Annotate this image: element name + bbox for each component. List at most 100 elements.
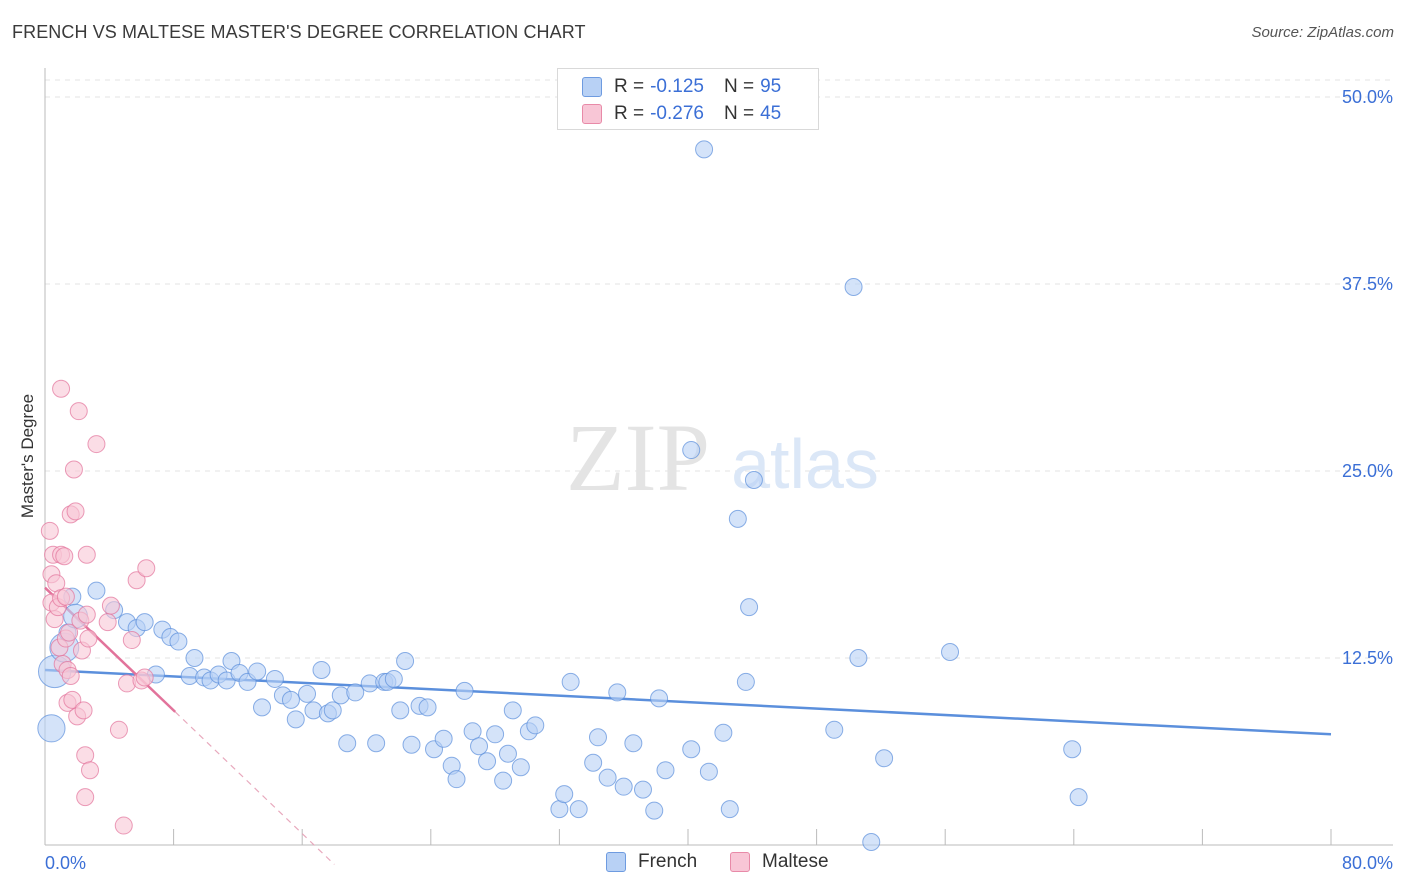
french-point xyxy=(498,744,517,763)
maltese-point xyxy=(76,788,95,807)
french-point xyxy=(486,725,505,744)
french-point xyxy=(744,470,763,489)
french-trend-line xyxy=(44,668,1332,736)
french-point xyxy=(844,277,863,296)
chart-title: FRENCH VS MALTESE MASTER'S DEGREE CORREL… xyxy=(12,22,586,42)
french-point xyxy=(338,734,357,753)
maltese-point xyxy=(76,746,95,765)
french-point xyxy=(1063,740,1082,759)
maltese-point xyxy=(137,559,156,578)
french-point xyxy=(418,698,437,717)
maltese-point xyxy=(77,605,96,624)
french-point xyxy=(728,509,747,528)
french-point xyxy=(298,684,317,703)
legend-n-label: N = xyxy=(723,103,755,124)
french-point xyxy=(588,728,607,747)
french-point xyxy=(402,735,421,754)
stats-legend: R = -0.125 N = 95 R = -0.276 N = 45 xyxy=(557,68,819,130)
legend-label-maltese: Maltese xyxy=(762,851,829,872)
maltese-point xyxy=(77,545,96,564)
y-tick-label: 25.0% xyxy=(1342,461,1393,481)
source-label: Source: ZipAtlas.com xyxy=(1251,24,1394,41)
french-point xyxy=(695,140,714,159)
french-point xyxy=(503,701,522,720)
maltese-point xyxy=(61,666,80,685)
french-points xyxy=(37,140,1088,852)
french-point xyxy=(312,660,331,679)
legend-swatch-french xyxy=(606,852,626,872)
french-point xyxy=(447,770,466,789)
french-point xyxy=(135,613,154,632)
maltese-point xyxy=(52,379,71,398)
french-point xyxy=(281,690,300,709)
french-point xyxy=(434,729,453,748)
french-point xyxy=(391,701,410,720)
maltese-point xyxy=(98,613,117,632)
french-point xyxy=(656,761,675,780)
x-tick-label-max: 80.0% xyxy=(1342,853,1393,873)
french-point xyxy=(185,649,204,667)
french-point xyxy=(396,651,415,670)
french-point xyxy=(470,737,489,756)
legend-swatch-french xyxy=(582,77,602,97)
y-tick-label: 37.5% xyxy=(1342,274,1393,294)
legend-item-maltese[interactable]: Maltese xyxy=(730,851,829,873)
maltese-point xyxy=(81,761,100,780)
french-point xyxy=(714,723,733,742)
french-point xyxy=(304,701,323,720)
maltese-point xyxy=(56,587,75,606)
y-axis-label: Master's Degree xyxy=(18,393,37,519)
series-legend: French Maltese xyxy=(0,851,1406,879)
french-point xyxy=(346,683,365,702)
maltese-point xyxy=(60,623,79,642)
maltese-point xyxy=(117,674,136,693)
maltese-point xyxy=(79,629,98,648)
legend-swatch-maltese xyxy=(730,852,750,872)
french-point xyxy=(740,598,759,617)
legend-row-french: R = -0.125 N = 95 xyxy=(582,75,781,99)
legend-n-value: 45 xyxy=(760,103,782,124)
legend-n-value: 95 xyxy=(760,76,782,97)
french-point xyxy=(463,722,482,741)
y-tick-label: 50.0% xyxy=(1342,87,1393,107)
french-point xyxy=(526,716,545,735)
french-point xyxy=(849,649,868,667)
maltese-point xyxy=(69,402,88,421)
french-point xyxy=(169,632,188,651)
french-point xyxy=(1069,788,1088,807)
maltese-point xyxy=(74,701,93,720)
maltese-point xyxy=(64,460,83,479)
maltese-point xyxy=(101,596,120,615)
maltese-point xyxy=(109,720,128,739)
legend-row-maltese: R = -0.276 N = 45 xyxy=(582,102,781,126)
french-point xyxy=(265,669,284,688)
legend-r-label: R = xyxy=(614,103,645,124)
axes xyxy=(44,68,1393,846)
french-point xyxy=(253,698,272,717)
french-point xyxy=(720,800,739,819)
french-point xyxy=(286,710,305,729)
french-point xyxy=(584,753,603,772)
french-point xyxy=(248,662,267,681)
french-point xyxy=(384,669,403,688)
gridlines xyxy=(45,79,1393,659)
french-point xyxy=(331,686,350,705)
trend-lines xyxy=(44,586,1332,865)
maltese-point xyxy=(87,435,106,454)
maltese-point xyxy=(66,502,85,521)
maltese-trend-extension xyxy=(174,711,335,865)
french-point xyxy=(682,441,701,460)
french-point xyxy=(37,714,66,743)
maltese-point xyxy=(122,631,141,650)
watermark-zip: ZIP xyxy=(566,404,710,511)
french-point xyxy=(598,768,617,787)
french-point xyxy=(699,762,718,781)
french-point xyxy=(624,734,643,753)
french-point xyxy=(633,780,652,799)
french-point xyxy=(614,777,633,796)
french-point xyxy=(875,749,894,768)
maltese-points xyxy=(40,379,156,835)
maltese-point xyxy=(127,571,146,590)
legend-item-french[interactable]: French xyxy=(606,851,697,873)
